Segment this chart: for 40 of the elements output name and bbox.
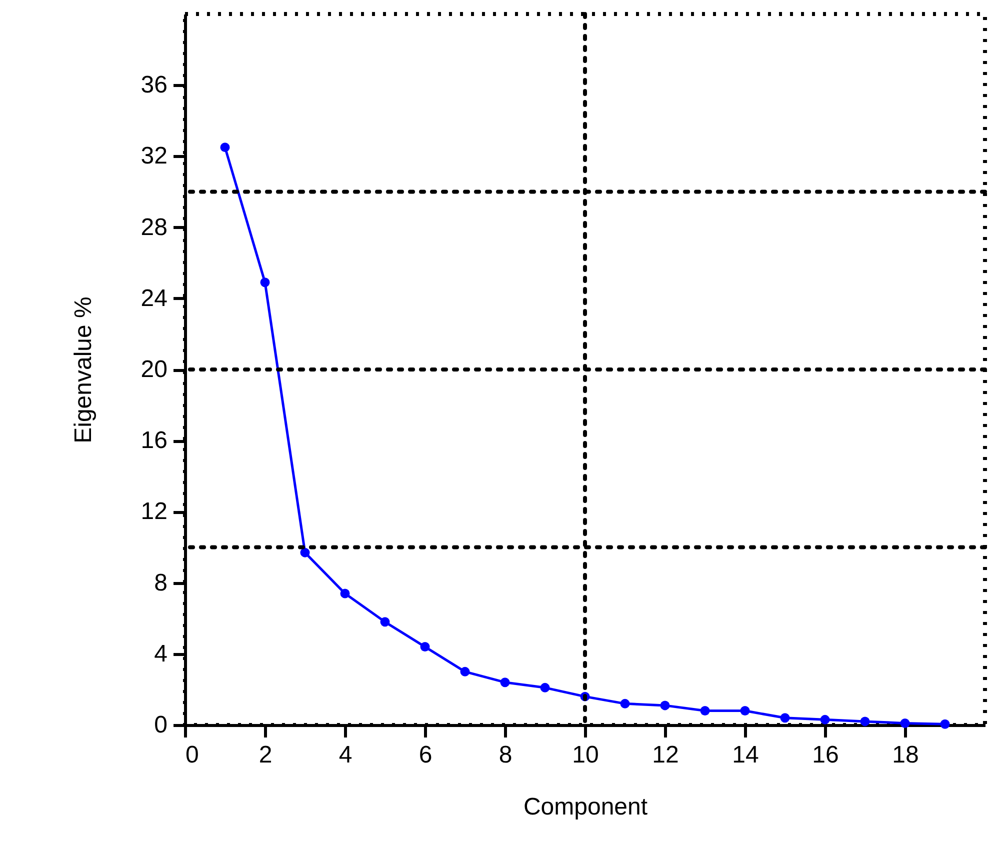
x-tick-label: 8: [498, 742, 512, 768]
point: [620, 698, 630, 708]
x-tick-label: 0: [186, 742, 199, 768]
point: [820, 714, 830, 724]
y-tick-label: 8: [154, 569, 168, 596]
x-tick-label: 14: [732, 742, 759, 768]
y-axis-title: Eigenvalue %: [70, 296, 97, 444]
point: [780, 713, 790, 723]
y-tick-label: 4: [154, 640, 168, 668]
point: [700, 706, 710, 716]
point: [220, 142, 230, 152]
point: [300, 548, 310, 558]
x-tick-label: 2: [258, 742, 272, 768]
point: [420, 642, 430, 652]
point: [940, 719, 950, 729]
x-tick-label: 6: [418, 742, 432, 768]
x-tick-label: 18: [892, 742, 919, 768]
y-tick-label: 12: [140, 498, 168, 526]
point: [500, 678, 510, 688]
x-axis-title: Component: [523, 794, 648, 820]
point: [860, 716, 870, 726]
y-tick-label: 20: [140, 356, 168, 383]
point: [660, 700, 670, 710]
x-tick-label: 16: [812, 742, 839, 768]
point: [460, 666, 470, 676]
y-tick-label: 28: [140, 214, 168, 241]
point: [740, 706, 750, 716]
point: [540, 682, 550, 692]
y-tick-label: 36: [140, 72, 168, 99]
y-tick-label: 32: [140, 142, 168, 170]
point: [900, 718, 910, 728]
y-tick-label: 16: [140, 427, 168, 454]
x-tick-label: 4: [338, 742, 352, 768]
point: [380, 617, 390, 627]
x-tick-label: 10: [572, 742, 599, 768]
y-tick-label: 0: [154, 712, 168, 738]
y-tick-label: 24: [140, 284, 168, 312]
x-tick-label: 12: [652, 742, 679, 768]
point: [340, 588, 350, 598]
point: [260, 278, 270, 288]
